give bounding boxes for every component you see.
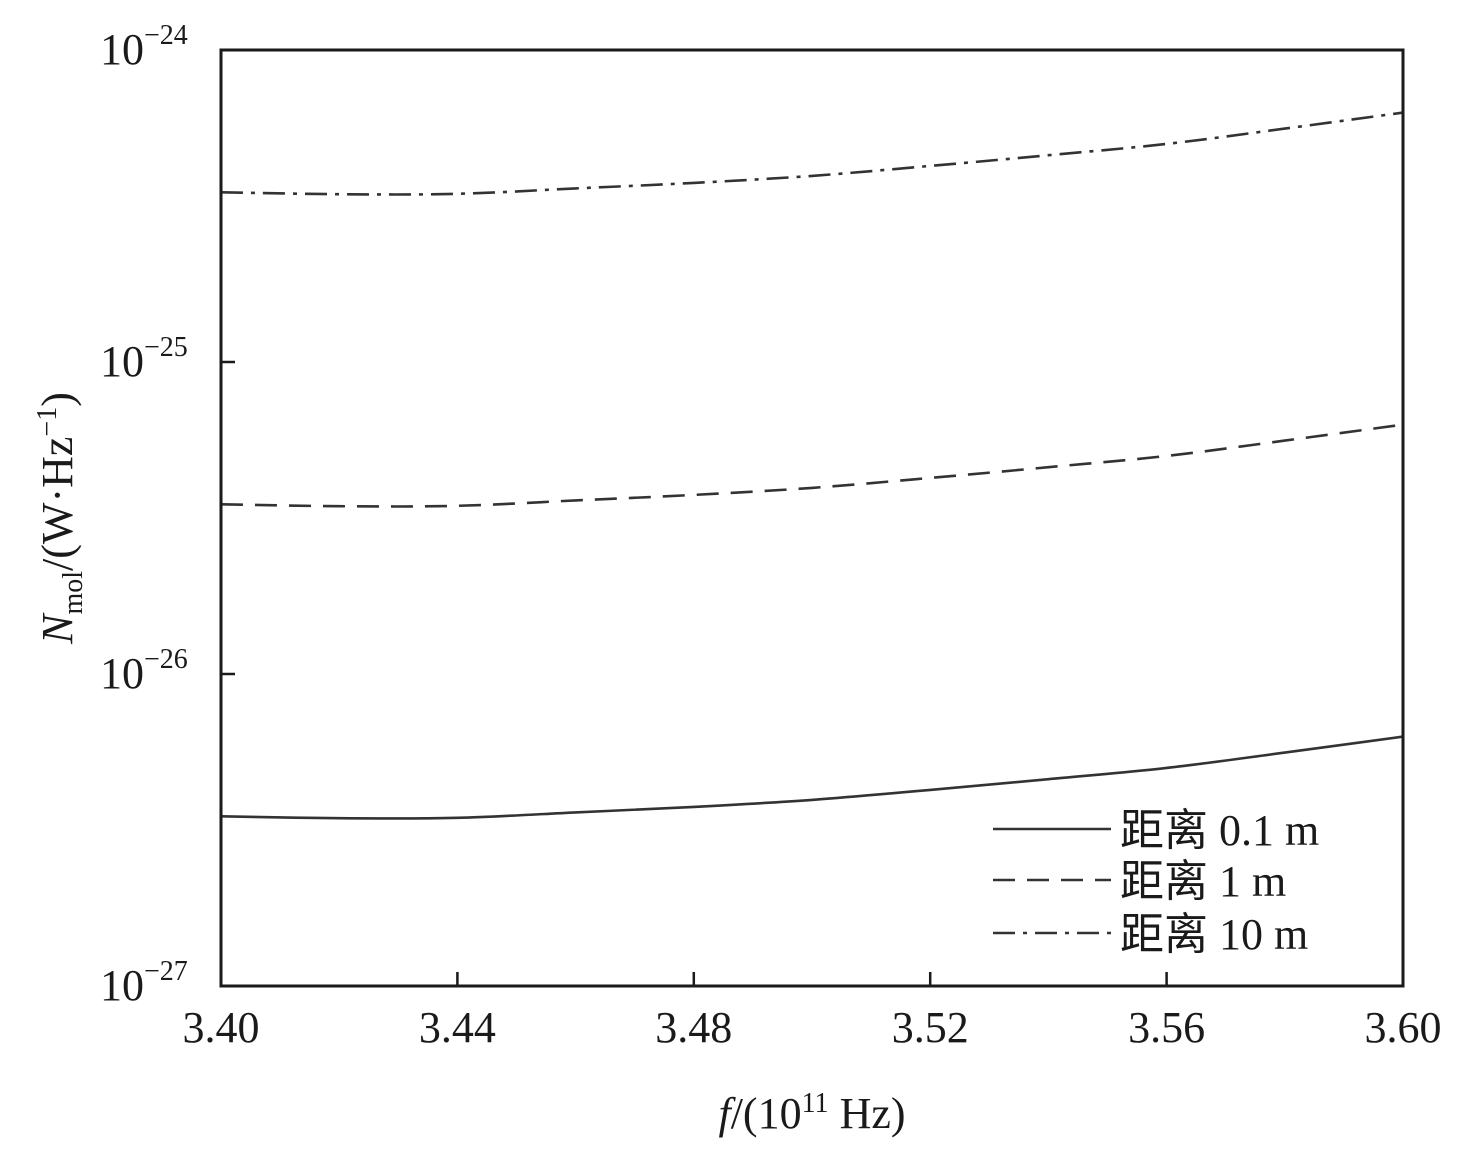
y-tick-label-3: 10−26 xyxy=(100,644,188,698)
x-tick-label-2: 3.44 xyxy=(419,1003,496,1052)
x-tick-label-6: 3.60 xyxy=(1365,1003,1442,1052)
series-line-3 xyxy=(220,111,1404,196)
y-tick-label-1: 10−24 xyxy=(100,20,188,74)
y-axis-label: Nmol/(W·Hz−1) xyxy=(32,392,89,645)
legend-label-2: 距离 1 m xyxy=(1120,857,1286,906)
legend-label-1: 距离 0.1 m xyxy=(1120,806,1319,855)
legend-label-3: 距离 10 m xyxy=(1120,910,1308,959)
series-line-2 xyxy=(220,423,1404,508)
ticks-layer: 3.40 3.44 3.48 3.52 3.56 3.60 10−24 10−25 10−26 1… xyxy=(100,20,1442,1052)
y-tick-label-2: 10−25 xyxy=(100,332,188,386)
series-line-1 xyxy=(220,735,1404,820)
y-tick-label-4: 10−27 xyxy=(100,956,188,1010)
plot-frame xyxy=(219,48,1405,988)
x-axis-label: f/(1011 Hz) xyxy=(718,1088,905,1138)
series-layer xyxy=(220,111,1404,820)
x-tick-label-3: 3.48 xyxy=(655,1003,732,1052)
x-tick-label-1: 3.40 xyxy=(183,1003,260,1052)
x-tick-label-4: 3.52 xyxy=(892,1003,969,1052)
legend: 距离 0.1 m距离 1 m距离 10 m xyxy=(993,806,1319,959)
x-tick-label-5: 3.56 xyxy=(1128,1003,1205,1052)
